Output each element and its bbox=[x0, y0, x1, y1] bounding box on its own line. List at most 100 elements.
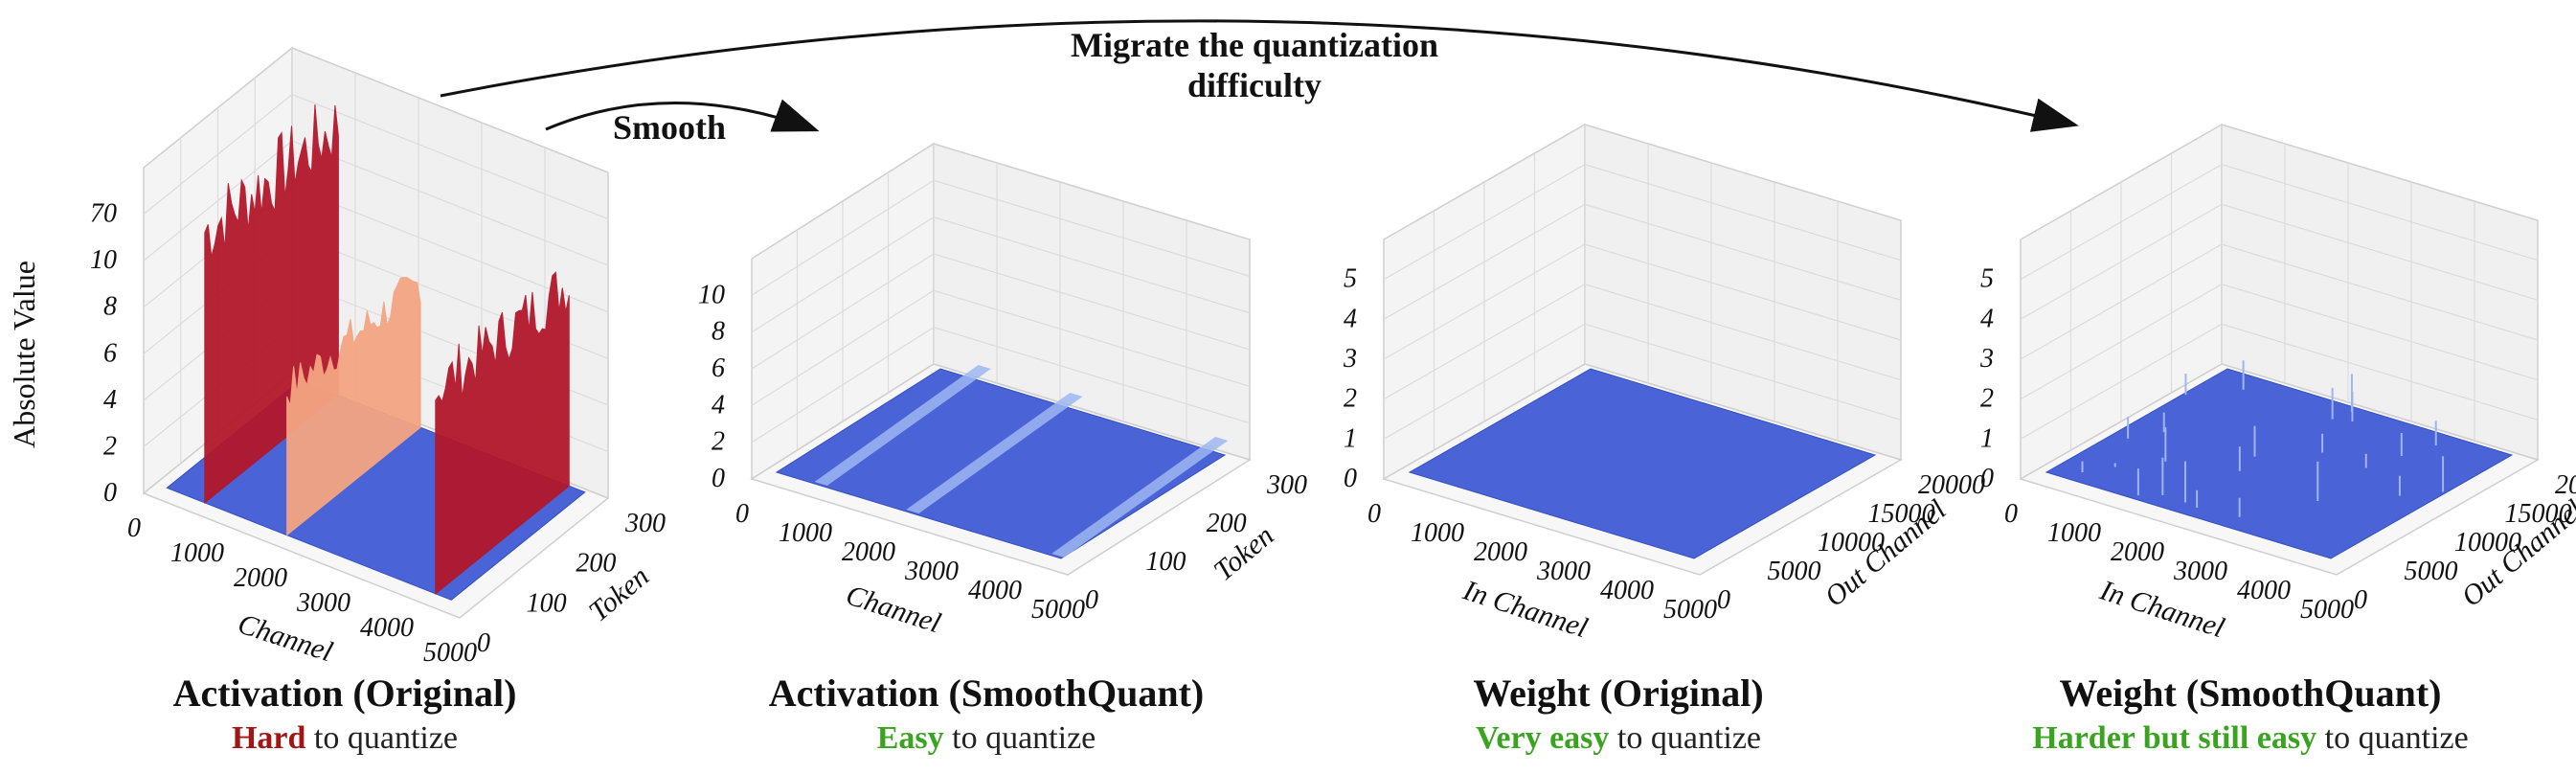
x-tick-label: 0 bbox=[127, 513, 141, 543]
z-tick-label: 5 bbox=[1980, 264, 1994, 294]
x-tick-label: 4000 bbox=[360, 613, 414, 643]
z-tick-label: 10 bbox=[698, 280, 725, 309]
x-tick-label: 3000 bbox=[904, 557, 959, 586]
x-tick-label: 1000 bbox=[779, 518, 832, 548]
x-axis-label: Channel bbox=[842, 580, 944, 640]
x-tick-label: 0 bbox=[735, 499, 749, 529]
z-axis-label: Absolute Value bbox=[7, 261, 41, 448]
x-tick-label: 2000 bbox=[842, 537, 895, 567]
x-tick-label: 2000 bbox=[234, 563, 287, 593]
smooth-label: Smooth bbox=[613, 108, 727, 147]
difficulty-suffix: to quantize bbox=[943, 720, 1096, 756]
z-tick-label: 6 bbox=[712, 353, 725, 383]
z-tick-label: 3 bbox=[1979, 344, 1994, 374]
z-tick-label: 4 bbox=[1980, 304, 1994, 333]
difficulty-word: Hard bbox=[231, 720, 306, 756]
z-tick-label: 0 bbox=[1980, 464, 1994, 493]
migrate-label-line2: difficulty bbox=[1187, 66, 1322, 104]
difficulty-word: Harder but still easy bbox=[2032, 720, 2317, 756]
migrate-label-line1: Migrate the quantization bbox=[1071, 26, 1438, 64]
smooth-arrow bbox=[545, 99, 820, 132]
y-tick-label: 200 bbox=[1207, 509, 1247, 538]
panel-subtitle: Easy to quantize bbox=[689, 717, 1283, 761]
x-tick-label: 3000 bbox=[1536, 557, 1591, 586]
x-tick-label: 5000 bbox=[1031, 595, 1085, 625]
z-tick-label: 2 bbox=[712, 427, 725, 457]
z-tick-label: 0 bbox=[712, 464, 725, 493]
z-tick-label: 2 bbox=[1344, 384, 1357, 414]
z-tick-label: 2 bbox=[103, 431, 117, 461]
panel-subtitle: Very easy to quantize bbox=[1322, 717, 1915, 761]
y-tick-label: 15000 bbox=[2505, 499, 2572, 529]
z-tick-label: 4 bbox=[712, 390, 725, 420]
x-tick-label: 1000 bbox=[170, 538, 224, 568]
caption-panel-4: Weight (SmoothQuant) Harder but still ea… bbox=[1954, 671, 2547, 761]
y-tick-label: 0 bbox=[1085, 585, 1098, 615]
panel-title: Activation (Original) bbox=[172, 672, 517, 715]
smoothed-channel-ridge bbox=[814, 365, 991, 486]
panel-title: Activation (SmoothQuant) bbox=[768, 672, 1205, 715]
z-tick-label: 5 bbox=[1344, 264, 1357, 294]
z-tick-label: 4 bbox=[1344, 304, 1357, 333]
x-tick-label: 5000 bbox=[423, 638, 477, 668]
z-tick-label: 6 bbox=[103, 338, 117, 368]
migrate-label: Migrate the quantization difficulty bbox=[1015, 25, 1494, 105]
migrate-arrow bbox=[440, 19, 2079, 132]
difficulty-word: Easy bbox=[876, 720, 944, 756]
panel-subtitle: Hard to quantize bbox=[48, 717, 642, 761]
y-tick-label: 300 bbox=[624, 509, 666, 538]
outlier-channel bbox=[286, 276, 421, 536]
z-tick-label: 4 bbox=[103, 385, 117, 415]
x-tick-label: 0 bbox=[1367, 499, 1381, 529]
difficulty-word: Very easy bbox=[1475, 720, 1610, 756]
y-tick-label: 5000 bbox=[1768, 557, 1821, 586]
z-tick-label: 0 bbox=[103, 478, 117, 508]
z-tick-label: 1 bbox=[1980, 423, 1994, 453]
z-tick-label: 10 bbox=[90, 245, 117, 275]
surface-base bbox=[1408, 368, 1877, 559]
y-tick-label: 100 bbox=[527, 588, 567, 618]
y-tick-label: 5000 bbox=[2405, 557, 2458, 586]
y-tick-label: 20000 bbox=[1918, 470, 1985, 500]
x-tick-label: 5000 bbox=[2300, 595, 2354, 625]
x-tick-label: 3000 bbox=[296, 588, 350, 618]
z-tick-label: 3 bbox=[1343, 344, 1357, 374]
y-tick-label: 20000 bbox=[2555, 470, 2576, 500]
caption-panel-1: Activation (Original) Hard to quantize bbox=[48, 671, 642, 761]
z-tick-label: 2 bbox=[1980, 384, 1994, 414]
difficulty-suffix: to quantize bbox=[305, 720, 459, 756]
z-tick-label: 8 bbox=[712, 317, 725, 347]
caption-panel-2: Activation (SmoothQuant) Easy to quantiz… bbox=[689, 671, 1283, 761]
y-tick-label: 200 bbox=[576, 549, 616, 579]
caption-panel-3: Weight (Original) Very easy to quantize bbox=[1322, 671, 1915, 761]
panel-title: Weight (Original) bbox=[1473, 672, 1764, 715]
x-tick-label: 0 bbox=[2004, 499, 2018, 529]
z-tick-label: 70 bbox=[90, 199, 117, 229]
x-tick-label: 3000 bbox=[2173, 557, 2227, 586]
x-tick-label: 5000 bbox=[1663, 595, 1717, 625]
outlier-channel bbox=[435, 271, 570, 595]
x-tick-label: 1000 bbox=[2047, 518, 2101, 548]
surface-base bbox=[2045, 368, 2514, 559]
difficulty-suffix: to quantize bbox=[1609, 720, 1762, 756]
difficulty-suffix: to quantize bbox=[2316, 720, 2469, 756]
x-tick-label: 4000 bbox=[968, 576, 1022, 605]
x-tick-label: 4000 bbox=[2237, 576, 2291, 605]
x-tick-label: 2000 bbox=[1474, 537, 1527, 567]
y-tick-label: 0 bbox=[477, 628, 490, 658]
y-tick-label: 0 bbox=[2354, 585, 2367, 615]
y-tick-label: 10000 bbox=[1818, 528, 1885, 558]
y-tick-label: 300 bbox=[1266, 470, 1307, 500]
x-tick-label: 4000 bbox=[1600, 576, 1654, 605]
x-tick-label: 2000 bbox=[2111, 537, 2164, 567]
z-tick-label: 8 bbox=[103, 292, 117, 322]
z-tick-label: 1 bbox=[1344, 423, 1357, 453]
panel-subtitle: Harder but still easy to quantize bbox=[1954, 717, 2547, 761]
panel-title: Weight (SmoothQuant) bbox=[2059, 672, 2442, 715]
x-tick-label: 1000 bbox=[1411, 518, 1464, 548]
